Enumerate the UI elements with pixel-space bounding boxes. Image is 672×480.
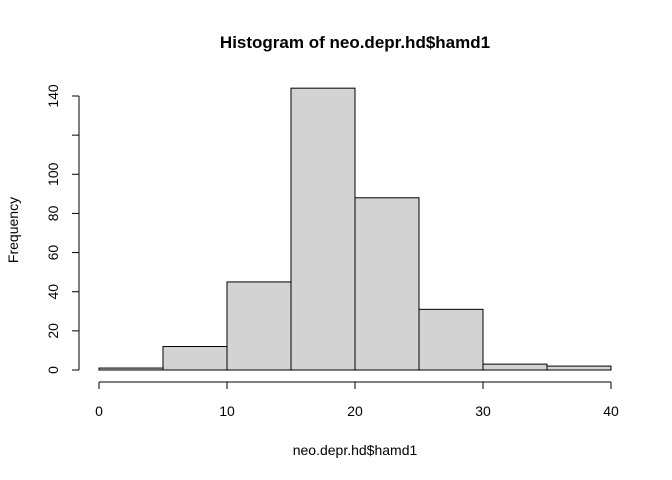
y-tick-label-1: 20 <box>45 323 61 339</box>
y-tick-label-2: 40 <box>45 284 61 300</box>
histogram-bar-2 <box>226 281 292 371</box>
x-tick-label-0: 0 <box>95 403 103 419</box>
chart-title: Histogram of neo.depr.hd$hamd1 <box>220 33 490 52</box>
x-tick-label-4: 40 <box>603 403 619 419</box>
histogram-bar-1 <box>162 346 228 371</box>
y-tick-label-0: 0 <box>45 366 61 374</box>
histogram-bar-7 <box>546 365 612 371</box>
histogram-bar-4 <box>354 197 420 371</box>
x-tick-label-1: 10 <box>219 403 235 419</box>
x-tick-label-2: 20 <box>347 403 363 419</box>
y-axis-label: Frequency <box>5 197 21 263</box>
y-axis: 0 20 40 60 80 100 140 <box>45 84 80 374</box>
histogram-bar-6 <box>482 363 548 371</box>
y-tick-label-7: 140 <box>45 84 61 108</box>
histogram-bar-5 <box>418 308 484 371</box>
x-axis: 0 10 20 30 40 <box>95 381 619 419</box>
y-tick-label-3: 60 <box>45 245 61 261</box>
x-axis-label: neo.depr.hd$hamd1 <box>293 442 418 458</box>
x-tick-label-3: 30 <box>475 403 491 419</box>
histogram-bar-0 <box>98 367 164 371</box>
histogram-bar-3 <box>290 87 356 371</box>
y-tick-label-5: 100 <box>45 162 61 186</box>
y-tick-label-4: 80 <box>45 205 61 221</box>
bars-group <box>98 87 612 371</box>
